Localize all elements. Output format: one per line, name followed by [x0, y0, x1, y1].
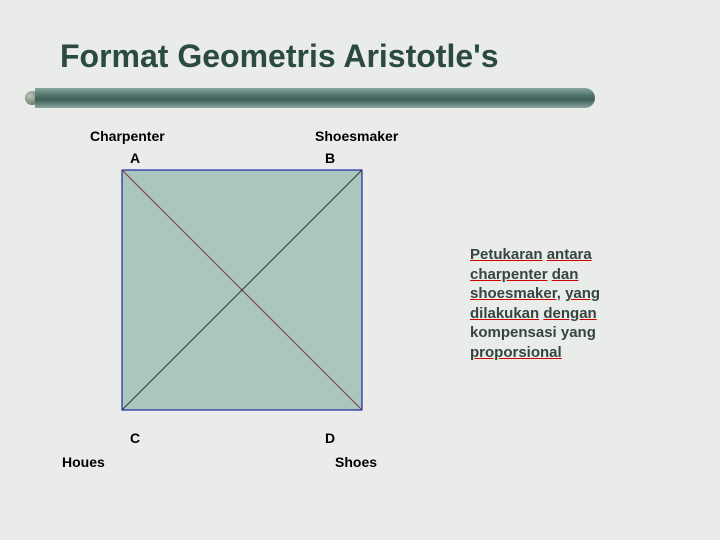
label-c: C: [130, 430, 140, 446]
label-a: A: [130, 150, 140, 166]
side-line-2b: yang: [565, 285, 600, 302]
side-line-3b: dengan: [543, 305, 596, 322]
label-shoes: Shoes: [335, 454, 377, 470]
side-line-2a: shoesmaker,: [470, 285, 561, 302]
label-shoesmaker: Shoesmaker: [315, 128, 398, 144]
square-svg: [120, 168, 364, 412]
label-b: B: [325, 150, 335, 166]
side-line-4: kompensasi yang: [470, 324, 596, 341]
side-line-0b: antara: [547, 246, 592, 263]
label-houes: Houes: [62, 454, 105, 470]
page-title: Format Geometris Aristotle's: [60, 38, 499, 75]
aristotle-diagram: Charpenter Shoesmaker A B C D Houes Shoe…: [100, 150, 360, 470]
side-line-3a: dilakukan: [470, 305, 539, 322]
title-underline-bar: [35, 88, 595, 108]
side-line-1b: dan: [552, 266, 579, 283]
side-line-1a: charpenter: [470, 266, 548, 283]
side-description: Petukaran antara charpenter dan shoesmak…: [470, 245, 680, 362]
side-line-5: proporsional: [470, 344, 562, 361]
label-d: D: [325, 430, 335, 446]
side-line-0a: Petukaran: [470, 246, 543, 263]
label-charpenter: Charpenter: [90, 128, 165, 144]
